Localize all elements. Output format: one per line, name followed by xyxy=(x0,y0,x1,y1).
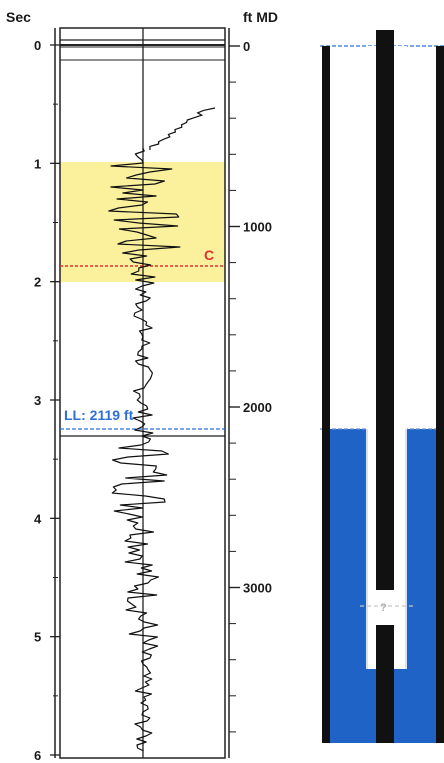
time-tick-label: 0 xyxy=(34,38,41,53)
annulus-gap-edge xyxy=(366,429,368,669)
depth-axis: 0 1000 2000 3000 xyxy=(228,28,272,758)
tubing-break-marker: ? xyxy=(380,602,387,614)
time-tick-label: 4 xyxy=(34,511,42,526)
depth-tick-label: 3000 xyxy=(243,581,272,596)
depth-tick-label: 1000 xyxy=(243,220,272,235)
well-schematic: ? xyxy=(320,30,444,743)
depth-tick-label: 0 xyxy=(243,39,250,54)
annulus-gap-edge xyxy=(405,429,407,669)
time-tick-label: 5 xyxy=(34,630,41,645)
time-tick-label: 1 xyxy=(34,156,41,171)
casing-right xyxy=(436,46,444,743)
log-track: C LL: 2119 ft xyxy=(59,27,226,759)
time-axis: 0 1 2 3 4 5 6 xyxy=(34,28,60,763)
depth-tick-label: 2000 xyxy=(243,400,272,415)
acoustic-trace xyxy=(108,147,181,752)
tubing-lower xyxy=(376,625,394,743)
time-tick-label: 6 xyxy=(34,748,41,763)
liquid-level-label: LL: 2119 ft xyxy=(64,407,134,423)
tubing-upper xyxy=(376,30,394,590)
time-axis-label: Sec xyxy=(6,9,31,25)
depth-axis-label: ft MD xyxy=(243,9,278,25)
casing-left xyxy=(322,46,330,743)
time-tick-label: 3 xyxy=(34,393,41,408)
marker-c-label: C xyxy=(204,247,214,263)
acoustic-trace-upper xyxy=(149,107,216,151)
time-tick-label: 2 xyxy=(34,275,41,290)
